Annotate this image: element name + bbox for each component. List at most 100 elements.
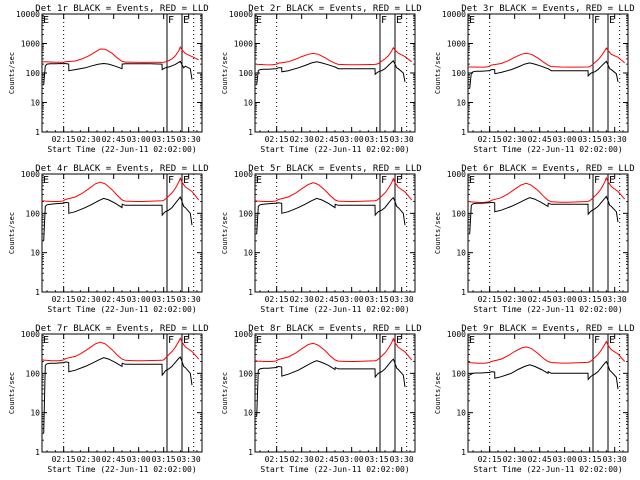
y-tick-label: 1 [461,288,466,297]
chart-panel: Det 7r BLACK = Events, RED = LLD 1 10 100 10… [8,324,209,474]
series-events-line [469,195,619,234]
x-tick-label: 03:15 [152,295,176,304]
series-lld-line [254,337,413,362]
x-tick-label: 03:00 [340,455,364,464]
x-tick-label: 02:30 [503,135,527,144]
flag-label: E [609,175,615,186]
x-tick-label: 03:00 [127,455,151,464]
x-tick-label: 03:00 [127,135,151,144]
series-events-line [469,360,619,390]
flag-label: E [43,15,49,26]
x-tick-label: 03:15 [365,455,389,464]
y-tick-label: 10 [30,99,40,108]
x-tick-label: 02:45 [528,135,552,144]
y-axis-label: Counts/sec [8,52,16,94]
chart-title: Det 6r BLACK = Events, RED = LLD [461,164,634,174]
y-tick-label: 1 [248,448,253,457]
flag-label: E [43,175,49,186]
x-tick-label: 03:15 [578,135,602,144]
x-axis-label: Start Time (22-Jun-11 02:02:00) [473,465,622,474]
y-tick-label: 1000 [21,40,40,49]
flag-label: E [256,15,262,26]
chart-title: Det 7r BLACK = Events, RED = LLD [35,324,208,334]
flag-label: E [256,175,262,186]
flag-label: E [256,335,262,346]
y-axis-label: Counts/sec [221,212,229,254]
flag-label: E [469,175,475,186]
x-tick-label: 03:00 [553,455,577,464]
flag-label: F [381,335,387,346]
flag-label: F [594,335,600,346]
y-axis-label: Counts/sec [8,212,16,254]
x-tick-label: 02:15 [478,295,502,304]
y-tick-label: 1000 [447,330,466,339]
y-tick-label: 1000 [21,330,40,339]
y-axis-label: Counts/sec [434,52,442,94]
x-tick-label: 02:15 [478,455,502,464]
series-lld-line [41,336,200,362]
x-tick-label: 02:45 [315,135,339,144]
x-tick-label: 02:30 [503,455,527,464]
y-axis-label: Counts/sec [221,52,229,94]
flag-label: F [168,335,174,346]
chart-panel: Det 8r BLACK = Events, RED = LLD 1 10 100 10… [221,324,422,474]
chart-panel: Det 3r BLACK = Events, RED = LLD 1 10 100 10… [434,4,635,154]
chart-title: Det 8r BLACK = Events, RED = LLD [248,324,421,334]
y-tick-label: 10000 [16,10,40,19]
y-tick-label: 1000 [234,40,253,49]
x-tick-label: 02:15 [52,455,76,464]
x-axis-label: Start Time (22-Jun-11 02:02:00) [47,465,196,474]
x-tick-label: 03:30 [177,455,201,464]
y-tick-label: 10 [30,249,40,258]
x-tick-label: 02:30 [503,295,527,304]
chart-title: Det 4r BLACK = Events, RED = LLD [35,164,208,174]
x-tick-label: 03:30 [390,135,414,144]
y-tick-label: 100 [452,369,467,378]
x-tick-label: 02:45 [102,295,126,304]
x-tick-label: 03:30 [603,135,627,144]
y-tick-label: 100 [26,69,41,78]
x-axis-label: Start Time (22-Jun-11 02:02:00) [47,305,196,314]
y-tick-label: 100 [26,209,41,218]
flag-label: F [381,15,387,26]
y-tick-label: 10 [30,409,40,418]
flag-label: E [396,335,402,346]
flag-label: F [594,15,600,26]
y-tick-label: 100 [452,69,467,78]
x-tick-label: 02:45 [315,455,339,464]
y-tick-label: 10000 [442,10,466,19]
x-axis-label: Start Time (22-Jun-11 02:02:00) [473,305,622,314]
y-axis-label: Counts/sec [221,372,229,414]
x-tick-label: 03:15 [152,455,176,464]
flag-label: E [469,15,475,26]
y-tick-label: 10 [243,99,253,108]
x-tick-label: 02:30 [77,295,101,304]
x-tick-label: 02:45 [102,135,126,144]
flag-label: E [396,175,402,186]
series-events-line [256,196,406,234]
x-axis-label: Start Time (22-Jun-11 02:02:00) [473,145,622,154]
flag-label: F [594,175,600,186]
y-tick-label: 10 [243,249,253,258]
x-tick-label: 03:00 [127,295,151,304]
chart-title: Det 2r BLACK = Events, RED = LLD [248,4,421,14]
flag-label: E [609,335,615,346]
x-tick-label: 02:15 [52,295,76,304]
x-axis-label: Start Time (22-Jun-11 02:02:00) [47,145,196,154]
series-lld-line [41,176,200,202]
y-tick-label: 1000 [234,170,253,179]
x-tick-label: 02:45 [528,455,552,464]
series-events-line [256,358,406,417]
series-events-line [43,195,193,241]
x-tick-label: 03:30 [390,455,414,464]
x-tick-label: 02:15 [52,135,76,144]
flag-label: E [469,335,475,346]
x-tick-label: 02:30 [290,455,314,464]
x-tick-label: 03:30 [603,295,627,304]
series-lld-line [254,177,413,202]
y-tick-label: 1 [461,448,466,457]
x-tick-label: 03:15 [365,135,389,144]
y-axis-label: Counts/sec [8,372,16,414]
x-axis-label: Start Time (22-Jun-11 02:02:00) [260,145,409,154]
